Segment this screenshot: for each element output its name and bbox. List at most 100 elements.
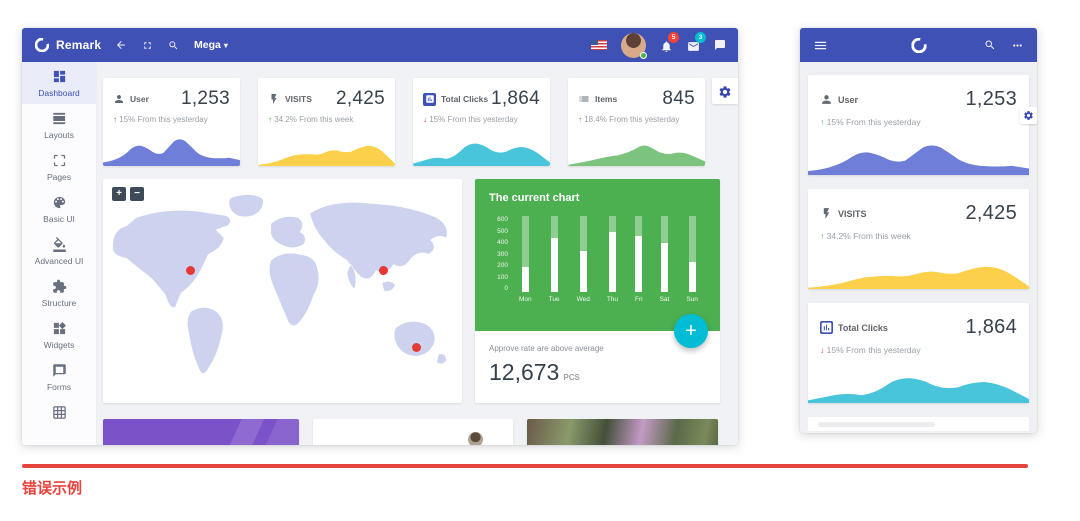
chevron-down-icon: ▾: [223, 40, 228, 50]
map-marker-east-asia[interactable]: [379, 266, 389, 276]
search-icon[interactable]: [168, 40, 179, 51]
chart-title: The current chart: [489, 192, 580, 204]
bar-track: [521, 216, 529, 292]
stat-card-total-clicks: Total Clicks 1,864 ↓ 15% From this yesterd…: [808, 303, 1029, 403]
y-tick: 300: [497, 250, 508, 258]
x-tick: Thu: [606, 296, 619, 303]
map-zoom-in-button[interactable]: +: [112, 187, 126, 201]
chart-icon-badge: [820, 321, 833, 334]
fullscreen-icon: [144, 41, 151, 49]
more-options-icon[interactable]: [1011, 39, 1024, 52]
mobile-brand-logo[interactable]: [910, 37, 927, 54]
world-map-card: + −: [103, 179, 462, 403]
x-tick: Sun: [686, 296, 698, 303]
chart-icon-badge: [423, 92, 436, 106]
widgets-icon: [53, 322, 66, 335]
trend-up-arrow: ↑: [268, 115, 272, 124]
notification-badge: 5: [668, 32, 679, 44]
remark-logo-icon: [910, 37, 927, 53]
stat-card-total-clicks: Total Clicks 1,864 ↓ 15% From this yesterd…: [413, 78, 550, 166]
stat-value: 1,864: [965, 316, 1017, 338]
settings-gear-chip[interactable]: [1020, 107, 1037, 124]
trend-down-arrow: ↓: [423, 115, 427, 124]
area-sparkline: [258, 145, 395, 166]
sidebar-item-structure[interactable]: Structure: [22, 272, 96, 314]
stat-card-visits: VISITS 2,425 ↑ 34.2% From this week: [808, 189, 1029, 289]
stat-label: Items: [595, 94, 618, 104]
sidebar-item-basic-ui[interactable]: Basic UI: [22, 188, 96, 230]
sidebar-item-forms[interactable]: Forms: [22, 356, 96, 398]
bar-fill: [579, 251, 587, 292]
search-icon: [985, 40, 995, 50]
mini-avatar: [468, 432, 483, 445]
map-marker-north-america[interactable]: [185, 266, 195, 276]
settings-icon: [1024, 111, 1033, 120]
more-icon: [1013, 43, 1022, 47]
purple-card-partial: [103, 419, 299, 445]
chat-icon: [715, 40, 725, 50]
sidebar-item-widgets[interactable]: Widgets: [22, 314, 96, 356]
area-sparkline: [808, 266, 1029, 289]
stat-trend: ↓ 15% From this yesterday: [820, 345, 921, 355]
bar-Wed: Wed: [577, 216, 590, 303]
approve-value: 12,673 PCS: [489, 359, 580, 385]
person-icon: [822, 95, 831, 104]
mega-label: Mega: [194, 39, 221, 51]
back-icon: [117, 41, 125, 49]
search-icon[interactable]: [984, 39, 996, 51]
bolt-icon: [271, 94, 277, 104]
white-card-partial: [313, 419, 513, 445]
x-tick: Fri: [635, 296, 643, 303]
back-arrow-icon[interactable]: [115, 39, 127, 51]
mega-menu[interactable]: Mega ▾: [194, 39, 228, 51]
hamburger-menu-icon[interactable]: [813, 38, 828, 53]
forms-icon: [52, 364, 66, 377]
chart-y-axis: 600 500 400 300 200 100 0: [489, 216, 513, 292]
messages-button[interactable]: 3: [687, 32, 706, 52]
stat-card-user: User 1,253 ↑ 15% From this yesterday: [808, 75, 1037, 175]
search-icon: [169, 40, 178, 49]
stat-value: 845: [662, 88, 695, 109]
stat-value: 2,425: [965, 202, 1017, 224]
add-fab-button[interactable]: +: [674, 314, 708, 348]
bolt-icon: [823, 208, 830, 219]
x-tick: Wed: [576, 296, 590, 303]
brand[interactable]: Remark: [34, 37, 101, 53]
trend-up-arrow: ↑: [578, 115, 582, 124]
chat-icon[interactable]: [714, 39, 726, 51]
mobile-cards: User 1,253 ↑ 15% From this yesterday VISITS…: [800, 62, 1037, 431]
stat-label: VISITS: [285, 94, 312, 104]
sidebar-item-dashboard[interactable]: Dashboard: [22, 62, 96, 104]
settings-icon: [719, 86, 731, 98]
remark-logo-icon: [34, 37, 50, 53]
language-flag-icon[interactable]: [591, 40, 607, 50]
bar-fill: [521, 266, 529, 292]
basic-ui-icon: [53, 196, 65, 209]
bar-track: [688, 216, 696, 292]
bell-icon: [662, 40, 671, 52]
trend-up-arrow: ↑: [820, 231, 825, 241]
user-avatar[interactable]: [621, 32, 647, 59]
dashboard-content: User 1,253 ↑ 15% From this yesterday VISITS…: [97, 62, 738, 445]
stat-label: User: [838, 94, 859, 105]
sidebar-item-layouts[interactable]: Layouts: [22, 104, 96, 146]
sidebar-item-pages[interactable]: Pages: [22, 146, 96, 188]
sidebar-item-advanced-ui[interactable]: Advanced UI: [22, 230, 96, 272]
map-marker-australia[interactable]: [411, 342, 421, 352]
settings-gear-button[interactable]: [712, 78, 738, 104]
stat-label: Total Clicks: [838, 322, 888, 333]
notifications-button[interactable]: 5: [660, 32, 679, 52]
world-map: [112, 194, 448, 374]
bell-icon: [660, 37, 673, 52]
fullscreen-icon[interactable]: [142, 40, 153, 51]
stat-value: 2,425: [335, 88, 385, 109]
bar-track: [579, 216, 587, 292]
bar-Mon: Mon: [519, 216, 532, 303]
stat-value: 1,864: [490, 88, 540, 109]
map-zoom-out-button[interactable]: −: [130, 187, 144, 201]
area-sparkline: [103, 139, 240, 166]
advanced-ui-icon: [52, 237, 66, 252]
list-icon: [579, 96, 589, 102]
sidebar-item-partial[interactable]: [22, 398, 96, 426]
